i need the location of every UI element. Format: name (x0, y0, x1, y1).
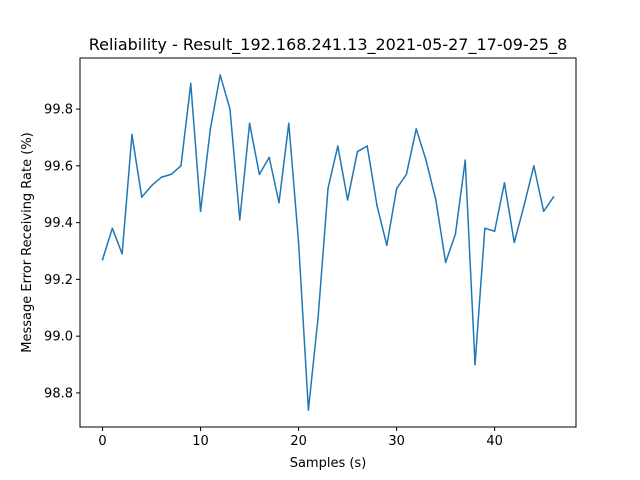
data-point (444, 261, 447, 264)
data-point (297, 241, 300, 244)
data-point (287, 122, 290, 125)
data-point (140, 196, 143, 198)
data-point (337, 145, 339, 147)
x-tick-label: 40 (486, 434, 503, 449)
data-point (474, 363, 476, 366)
axes-frame (79, 57, 577, 428)
data-point (503, 182, 506, 184)
data-point (248, 122, 251, 125)
plot-area (101, 74, 555, 411)
data-point (160, 176, 163, 179)
x-tick-label: 20 (290, 434, 307, 449)
data-point (317, 315, 320, 318)
x-tick-label: 30 (388, 434, 405, 449)
data-point (415, 128, 418, 130)
data-point (386, 244, 388, 247)
data-point (533, 165, 535, 167)
data-point (199, 210, 202, 213)
data-point (209, 128, 212, 130)
data-point (229, 108, 231, 110)
data-point (121, 253, 123, 255)
y-tick-label: 99.0 (44, 330, 73, 345)
chart-title: Reliability - Result_192.168.241.13_2021… (89, 35, 568, 55)
y-tick-label: 99.6 (44, 159, 73, 174)
y-tick-label: 99.8 (44, 103, 73, 118)
data-point (454, 233, 457, 235)
data-point (484, 227, 486, 230)
data-point (376, 204, 378, 207)
data-point (258, 173, 261, 176)
data-point (219, 74, 221, 76)
y-axis: 98.8 99.0 99.2 99.4 99.6 99.8 (44, 103, 80, 401)
data-point (356, 150, 359, 153)
data-point (464, 159, 467, 161)
data-point (435, 199, 437, 201)
x-axis: 0 10 20 30 40 (98, 427, 503, 449)
x-tick-label: 0 (98, 434, 106, 449)
data-point (542, 210, 545, 213)
data-point (170, 173, 172, 176)
data-point (180, 165, 182, 167)
data-point (101, 258, 104, 261)
y-tick-label: 99.2 (44, 273, 73, 288)
data-point (513, 241, 516, 244)
data-point (493, 230, 496, 232)
data-point (395, 187, 398, 190)
x-axis-label: Samples (s) (290, 456, 367, 471)
y-tick-label: 98.8 (44, 386, 73, 401)
data-point (238, 218, 241, 221)
data-point (307, 409, 310, 411)
data-point (268, 156, 270, 159)
y-tick-label: 99.4 (44, 216, 73, 231)
data-point (327, 187, 329, 190)
x-tick-label: 10 (192, 434, 209, 449)
y-axis-label: Message Error Receiving Rate (%) (20, 132, 35, 353)
data-point (405, 173, 408, 176)
data-point (189, 82, 192, 85)
data-point (425, 159, 427, 161)
data-point (131, 133, 133, 136)
data-point (552, 196, 555, 198)
data-point (111, 227, 114, 230)
data-point (150, 184, 153, 187)
data-point (278, 201, 280, 204)
data-point (346, 199, 349, 201)
data-point (523, 204, 525, 207)
data-point (366, 145, 369, 147)
